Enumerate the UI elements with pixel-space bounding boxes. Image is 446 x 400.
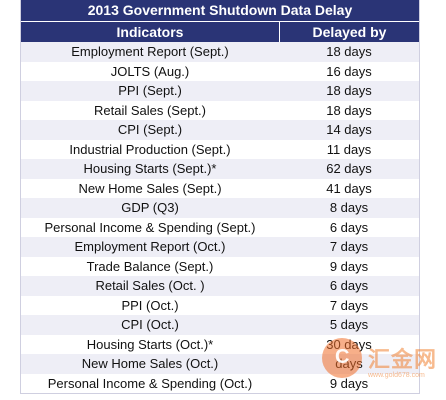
- indicator-cell: CPI (Sept.): [117, 122, 183, 137]
- table-row: Retail Sales (Sept.) 18 days: [21, 100, 419, 120]
- indicator-cell: New Home Sales (Oct.): [81, 356, 219, 371]
- indicator-cell: Personal Income & Spending (Oct.): [47, 375, 253, 391]
- delay-cell: 41 days: [326, 180, 372, 196]
- indicator-cell: Housing Starts (Oct.)*: [86, 336, 214, 352]
- table-row: GDP (Q3) 8 days: [21, 198, 419, 218]
- table-row: Housing Starts (Sept.)* 62 days: [21, 159, 419, 179]
- indicator-cell: Retail Sales (Sept.): [94, 102, 206, 118]
- table-row: CPI (Oct.) 5 days: [21, 315, 419, 335]
- indicator-cell: Personal Income & Spending (Sept.): [44, 219, 256, 235]
- table-row: Employment Report (Sept.) 18 days: [21, 42, 419, 62]
- delay-cell: 14 days: [326, 122, 372, 137]
- delay-cell: 9 days: [329, 258, 369, 274]
- delay-cell: days: [335, 356, 363, 371]
- indicator-cell: Industrial Production (Sept.): [69, 141, 231, 157]
- delay-table: 2013 Government Shutdown Data Delay Indi…: [20, 0, 420, 394]
- header-indicators: Indicators: [21, 22, 280, 42]
- table-row: Personal Income & Spending (Sept.) 6 days: [21, 217, 419, 237]
- delay-cell: 9 days: [329, 375, 369, 391]
- indicator-cell: PPI (Sept.): [118, 83, 182, 98]
- delay-cell: 11 days: [326, 141, 372, 157]
- table-row: CPI (Sept.) 14 days: [21, 120, 419, 140]
- delay-cell: 7 days: [329, 297, 369, 313]
- indicator-cell: Housing Starts (Sept.)*: [83, 161, 217, 176]
- indicator-cell: GDP (Q3): [121, 200, 179, 215]
- table-row: Housing Starts (Oct.)* 30 days: [21, 334, 419, 354]
- indicator-cell: Employment Report (Sept.): [71, 44, 229, 59]
- delay-cell: 8 days: [329, 200, 369, 215]
- table-body: Employment Report (Sept.) 18 days JOLTS (A…: [21, 42, 419, 393]
- header-delayed-by: Delayed by: [312, 24, 387, 40]
- delay-cell: 18 days: [326, 44, 372, 59]
- indicator-cell: Retail Sales (Oct. ): [95, 278, 205, 293]
- table-row: Personal Income & Spending (Oct.) 9 days: [21, 373, 419, 393]
- delay-cell: 6 days: [329, 278, 369, 293]
- indicator-cell: Employment Report (Oct.): [74, 239, 226, 254]
- delay-cell: 5 days: [329, 317, 369, 332]
- table-row: PPI (Sept.) 18 days: [21, 81, 419, 101]
- table-row: Retail Sales (Oct. ) 6 days: [21, 276, 419, 296]
- table-row: Industrial Production (Sept.) 11 days: [21, 139, 419, 159]
- delay-cell: 18 days: [326, 83, 372, 98]
- delay-cell: 18 days: [326, 102, 372, 118]
- table-row: PPI (Oct.) 7 days: [21, 295, 419, 315]
- delay-cell: 62 days: [326, 161, 372, 176]
- table-row: Trade Balance (Sept.) 9 days: [21, 256, 419, 276]
- table-row: New Home Sales (Oct.) days: [21, 354, 419, 374]
- delay-cell: 7 days: [329, 239, 369, 254]
- table-row: JOLTS (Aug.) 16 days: [21, 61, 419, 81]
- table-row: Employment Report (Oct.) 7 days: [21, 237, 419, 257]
- indicator-cell: CPI (Oct.): [121, 317, 179, 332]
- indicator-cell: New Home Sales (Sept.): [78, 180, 222, 196]
- delay-cell: 6 days: [329, 219, 369, 235]
- indicator-cell: PPI (Oct.): [121, 297, 179, 313]
- table-title: 2013 Government Shutdown Data Delay: [21, 0, 419, 21]
- indicator-cell: Trade Balance (Sept.): [86, 258, 214, 274]
- delay-cell: 30 days: [326, 336, 372, 352]
- delay-cell: 16 days: [326, 63, 372, 79]
- table-row: New Home Sales (Sept.) 41 days: [21, 178, 419, 198]
- indicator-cell: JOLTS (Aug.): [110, 63, 190, 79]
- table-header-row: Indicators Delayed by: [21, 21, 419, 42]
